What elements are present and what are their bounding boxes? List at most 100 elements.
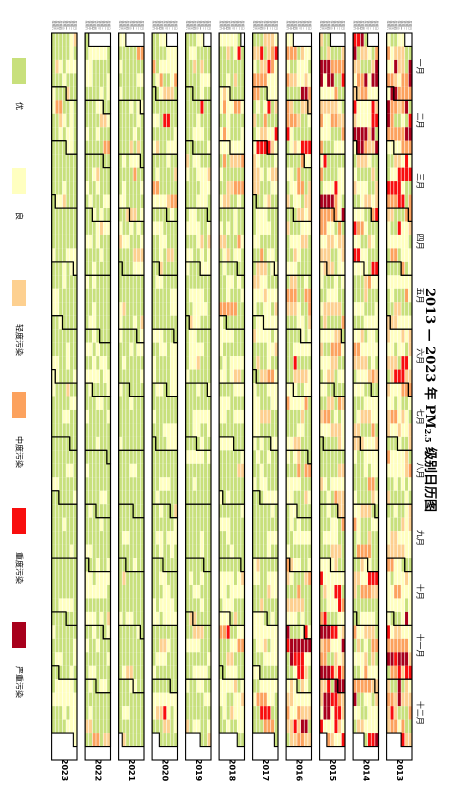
day-cell <box>289 127 294 141</box>
day-cell <box>207 383 211 397</box>
day-cell <box>267 342 271 357</box>
day-cell <box>222 625 227 639</box>
day-cell <box>196 544 201 559</box>
day-cell <box>196 208 201 222</box>
day-cell <box>88 517 93 532</box>
day-cell <box>296 100 301 114</box>
day-cell <box>404 288 409 303</box>
day-cell <box>125 113 130 128</box>
day-cell <box>296 383 301 397</box>
day-cell <box>69 383 74 397</box>
day-cell <box>289 665 294 680</box>
day-cell <box>237 652 241 666</box>
day-cell <box>323 100 327 114</box>
day-cell <box>103 436 107 451</box>
year-column-2020 <box>152 33 178 760</box>
day-cell <box>73 490 77 505</box>
day-cell <box>240 46 245 60</box>
day-cell <box>196 584 201 599</box>
day-cell <box>263 261 268 276</box>
day-cell <box>404 450 409 464</box>
day-cell <box>99 652 104 666</box>
day-cell <box>296 490 301 505</box>
day-cell <box>360 234 364 249</box>
day-cell <box>73 127 77 141</box>
day-cell <box>393 611 398 626</box>
day-cell <box>122 504 126 518</box>
day-cell <box>152 383 156 397</box>
day-cell <box>307 181 312 195</box>
day-cell <box>240 261 245 276</box>
weekday-label: 星期日 <box>375 20 380 30</box>
day-cell <box>219 140 223 155</box>
day-cell <box>374 383 379 397</box>
day-cell <box>88 181 93 195</box>
day-cell <box>170 261 174 276</box>
weekday-label: 星期三 <box>230 20 235 30</box>
day-cell <box>274 625 278 639</box>
day-cell <box>203 531 208 545</box>
day-cell <box>393 167 398 182</box>
day-cell <box>367 383 372 397</box>
day-cell <box>51 288 56 303</box>
day-cell <box>106 140 111 155</box>
day-cell <box>170 383 174 397</box>
day-cell <box>125 221 130 235</box>
day-cell <box>129 261 134 276</box>
day-cell <box>374 288 379 303</box>
day-cell <box>66 652 70 666</box>
day-cell <box>293 558 297 572</box>
day-cell <box>360 571 364 585</box>
day-cell <box>55 409 59 424</box>
day-cell <box>330 369 335 384</box>
day-cell <box>319 154 324 168</box>
day-cell <box>323 221 327 235</box>
day-cell <box>189 221 193 235</box>
day-cell <box>307 86 312 101</box>
day-cell <box>196 383 201 397</box>
day-cell <box>189 450 193 464</box>
day-cell <box>252 221 257 235</box>
day-cell <box>73 315 77 330</box>
day-cell <box>408 100 412 114</box>
day-cell <box>341 423 345 437</box>
day-cell <box>363 33 368 47</box>
day-cell <box>162 167 167 182</box>
day-cell <box>360 436 364 451</box>
day-cell <box>408 719 412 734</box>
day-cell <box>326 288 331 303</box>
day-cell <box>203 167 208 182</box>
day-cell <box>323 33 327 47</box>
day-cell <box>300 194 305 209</box>
day-cell <box>222 154 227 168</box>
day-cell <box>360 490 364 505</box>
day-cell <box>133 719 137 734</box>
day-cell <box>55 625 59 639</box>
day-cell <box>259 302 264 316</box>
day-cell <box>196 46 201 60</box>
day-cell <box>106 517 111 532</box>
day-cell <box>233 208 238 222</box>
day-cell <box>408 638 412 653</box>
day-cell <box>200 221 204 235</box>
day-cell <box>133 288 137 303</box>
day-cell <box>397 288 402 303</box>
day-cell <box>404 167 409 182</box>
day-cell <box>170 86 174 101</box>
day-cell <box>337 733 342 747</box>
day-cell <box>259 383 264 397</box>
day-cell <box>196 73 201 87</box>
day-cell <box>226 396 230 410</box>
day-cell <box>337 342 342 357</box>
day-cell <box>133 584 137 599</box>
day-cell <box>274 194 278 209</box>
day-cell <box>286 100 290 114</box>
day-cell <box>103 275 107 289</box>
day-cell <box>200 234 204 249</box>
day-cell <box>401 490 405 505</box>
day-cell <box>274 558 278 572</box>
day-cell <box>185 86 190 101</box>
day-cell <box>319 194 324 209</box>
day-cell <box>356 571 361 585</box>
day-cell <box>189 167 193 182</box>
